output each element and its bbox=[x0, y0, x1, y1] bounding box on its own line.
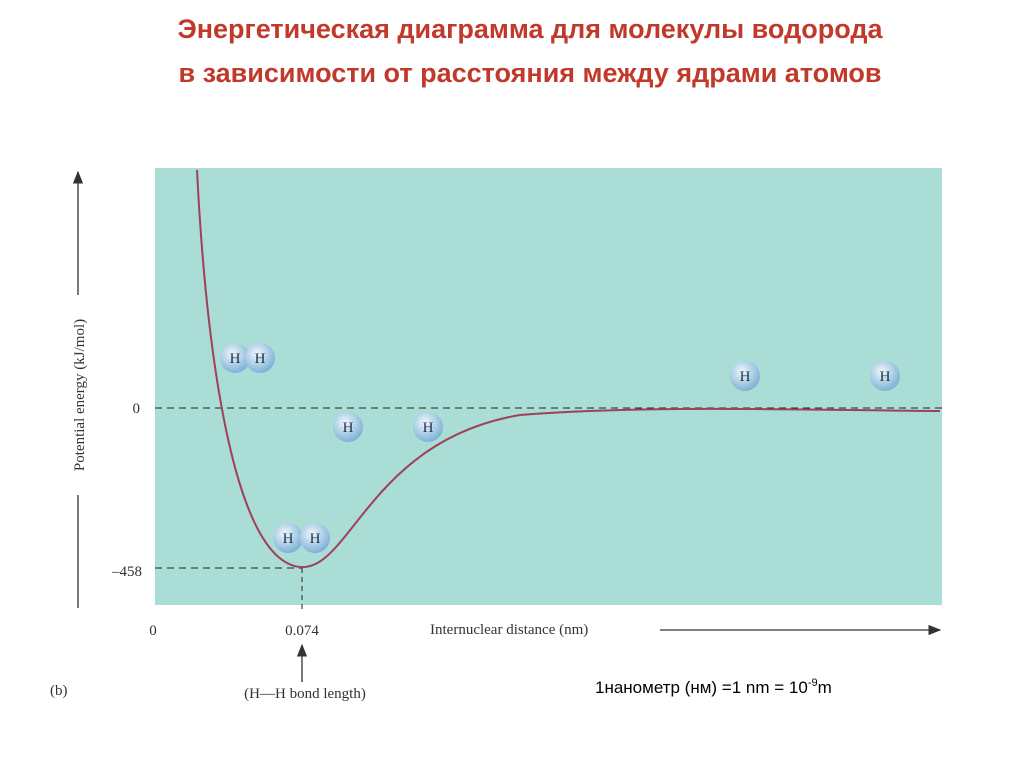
atom-label: H bbox=[230, 351, 241, 367]
y-label: –458 bbox=[111, 564, 142, 580]
panel-label: (b) bbox=[50, 683, 68, 699]
bond-note: (H—H bond length) bbox=[244, 686, 366, 702]
x-label: 0.074 bbox=[285, 623, 319, 639]
title-line: Энергетическая диаграмма для молекулы во… bbox=[178, 14, 884, 44]
atom-label: H bbox=[283, 531, 294, 547]
note-unit: m bbox=[818, 678, 832, 697]
atom-label: H bbox=[740, 369, 751, 385]
note-exponent: -9 bbox=[808, 677, 818, 689]
unit-note: 1нанометр (нм) =1 nm = 10-9m bbox=[595, 677, 832, 697]
atom-label: H bbox=[880, 369, 891, 385]
energy-curve bbox=[196, 169, 941, 569]
atom-label: H bbox=[343, 420, 354, 436]
note-text: 1нанометр (нм) =1 nm = 10 bbox=[595, 678, 808, 697]
x-axis-label: Internuclear distance (nm) bbox=[430, 622, 588, 638]
x-label: 0 bbox=[149, 623, 157, 639]
atom-label: H bbox=[310, 531, 321, 547]
atom-label: H bbox=[423, 420, 434, 436]
y-axis-label: Potential energy (kJ/mol) bbox=[72, 319, 88, 471]
axis-gap bbox=[70, 295, 88, 495]
atom-label: H bbox=[255, 351, 266, 367]
plot-panel bbox=[155, 168, 942, 605]
y-label: 0 bbox=[133, 401, 141, 417]
atoms bbox=[220, 343, 900, 553]
title-line: в зависимости от расстояния между ядрами… bbox=[178, 58, 881, 88]
